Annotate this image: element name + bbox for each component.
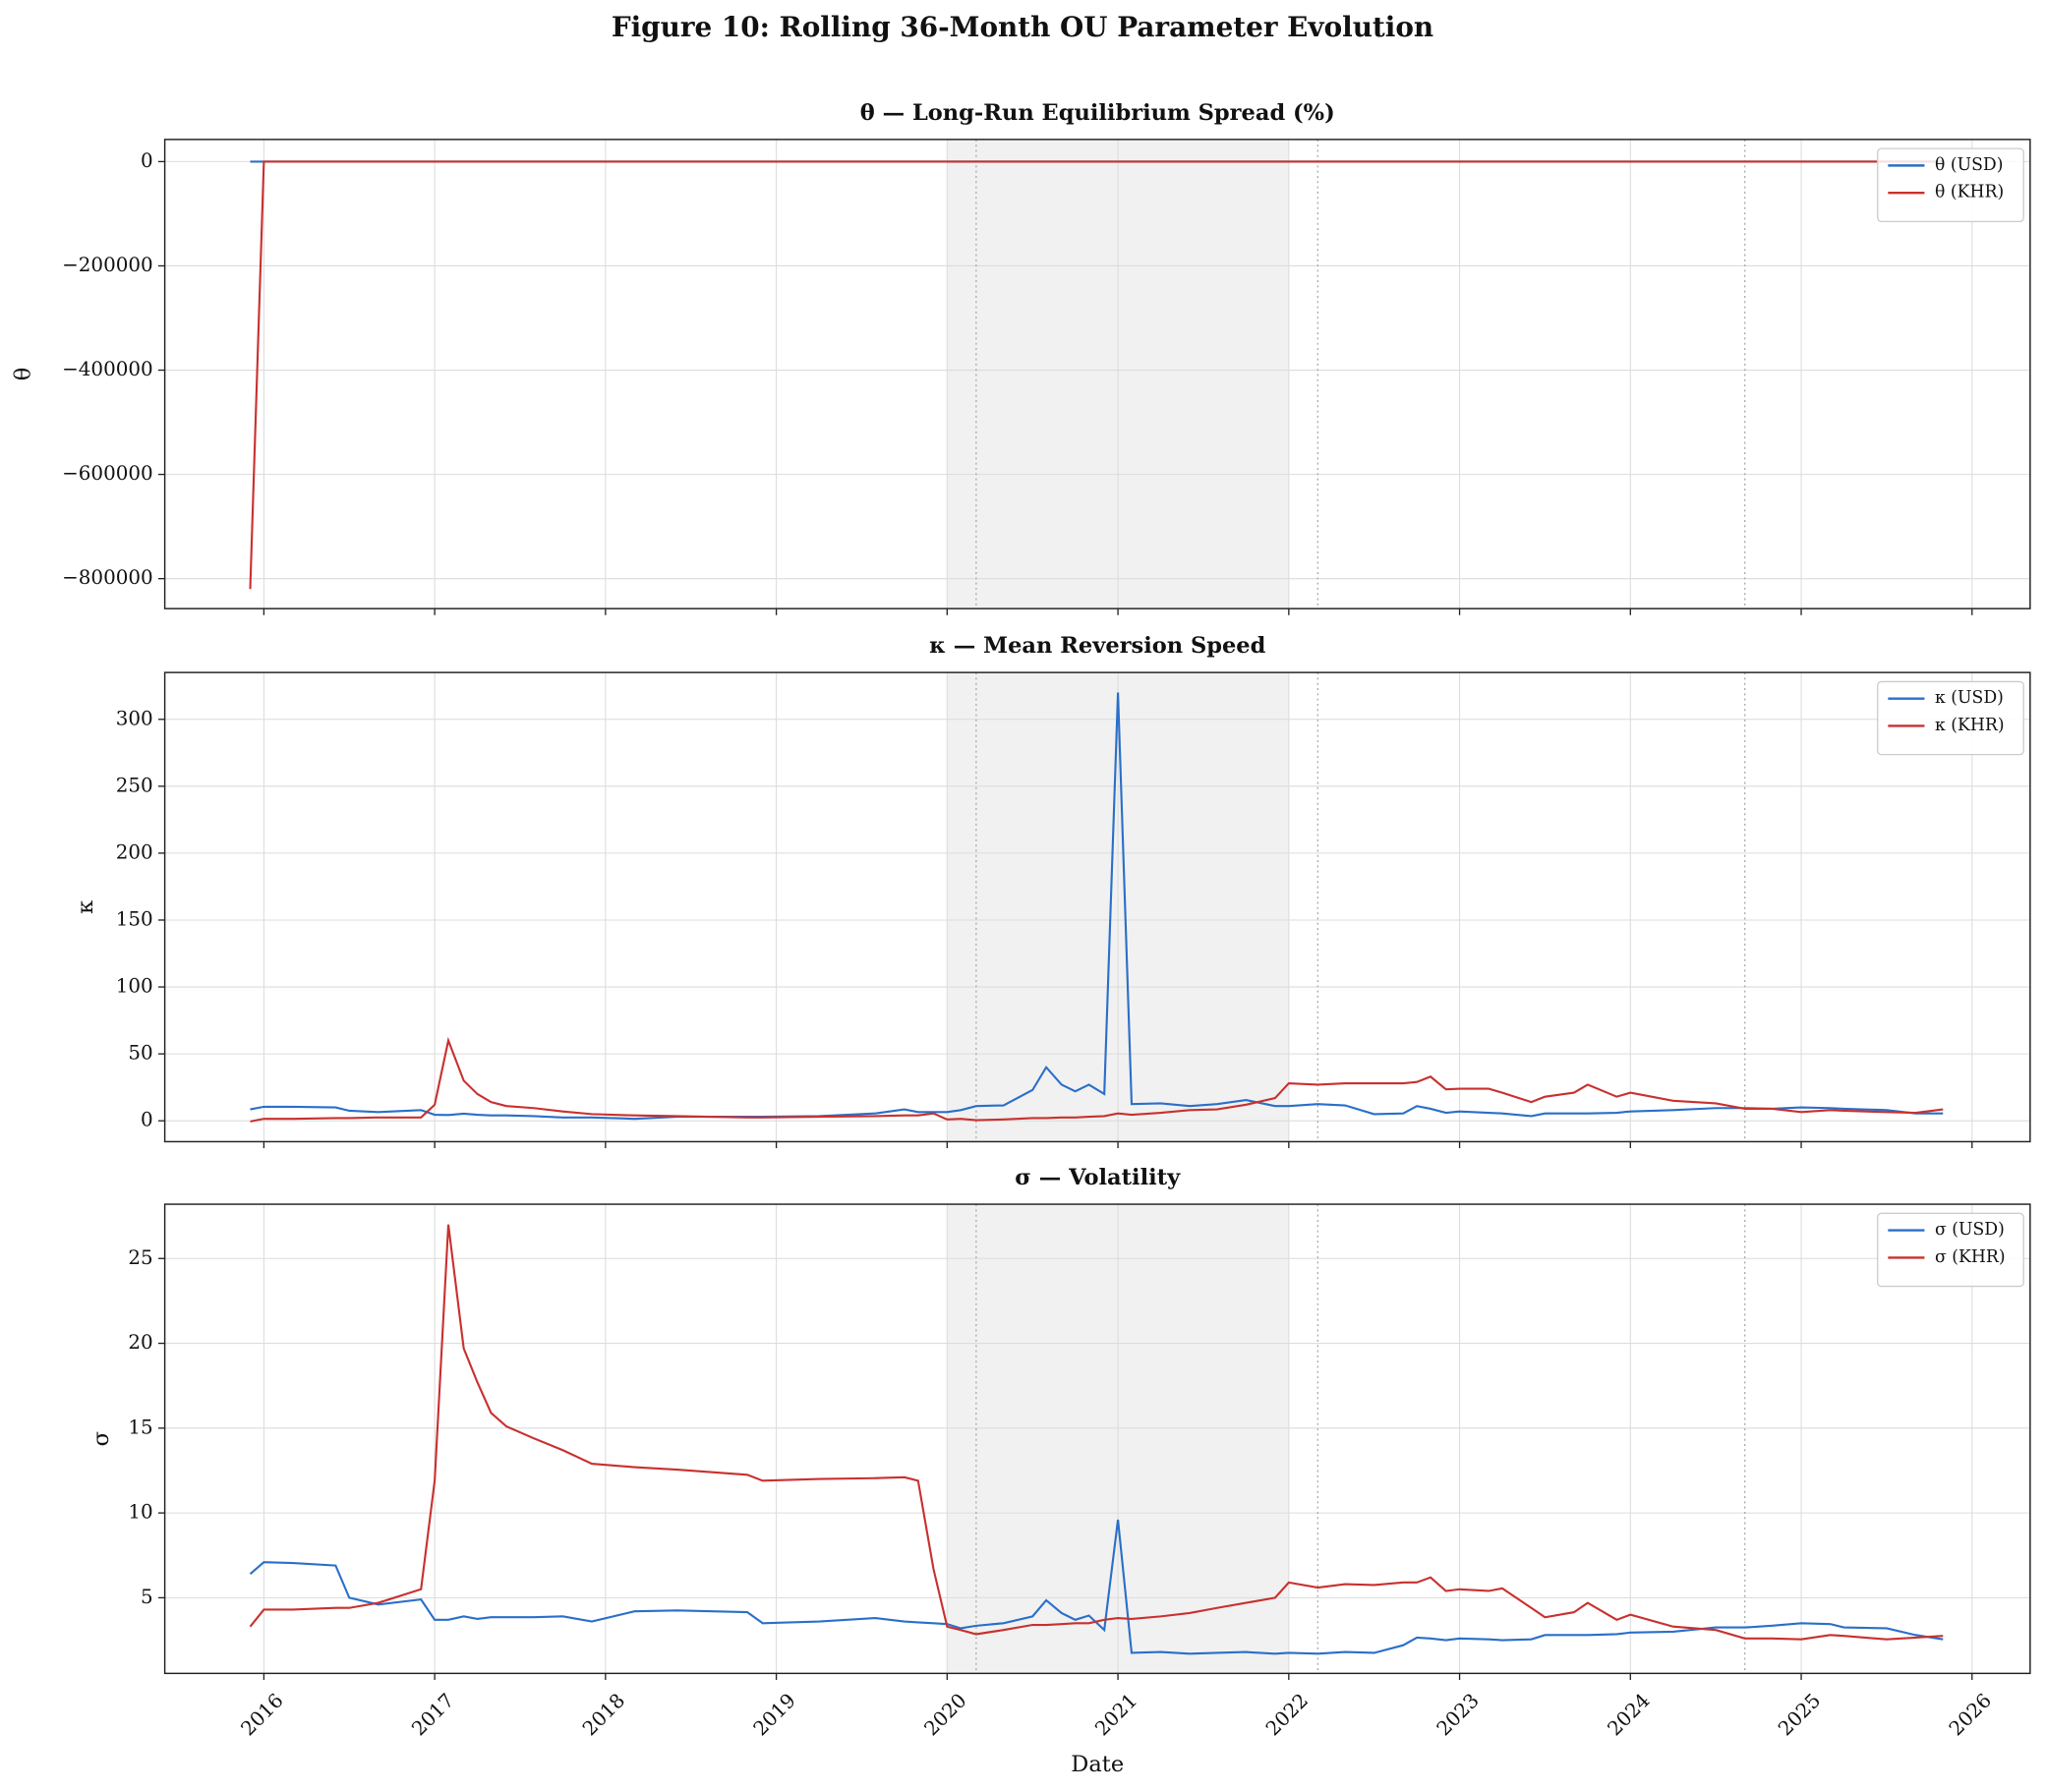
series-line <box>249 160 1944 590</box>
y-tick-label: 5 <box>141 1586 153 1608</box>
y-tick-label: 100 <box>116 975 153 998</box>
y-axis-label: κ <box>73 900 98 914</box>
y-tick-label: 20 <box>128 1331 152 1354</box>
y-axis-label: θ <box>10 368 35 381</box>
plot-frame <box>163 671 2031 1143</box>
plot-frame <box>163 139 2031 609</box>
y-tick-label: 250 <box>116 774 153 796</box>
y-tick-label: −600000 <box>62 462 153 485</box>
legend-label: θ (KHR) <box>1935 183 2004 202</box>
legend-label: σ (USD) <box>1935 1220 2005 1240</box>
y-tick-label: 25 <box>128 1246 152 1269</box>
panel-title: θ — Long-Run Equilibrium Spread (%) <box>860 100 1335 126</box>
x-axis-label: Date <box>1071 1752 1124 1777</box>
y-tick-label: 200 <box>116 840 153 863</box>
y-tick-label: 0 <box>141 1109 153 1131</box>
legend-label: σ (KHR) <box>1935 1247 2006 1267</box>
y-tick-label: 150 <box>116 907 153 930</box>
y-tick-label: −400000 <box>62 358 153 380</box>
panel-title: σ — Volatility <box>1015 1165 1181 1190</box>
figure-title: Figure 10: Rolling 36-Month OU Parameter… <box>612 11 1433 43</box>
series-line <box>250 692 1944 1121</box>
y-axis-label: σ <box>88 1431 114 1446</box>
y-tick-label: −200000 <box>62 254 153 276</box>
panel-title: κ — Mean Reversion Speed <box>929 633 1266 659</box>
legend-box <box>1877 1212 2024 1288</box>
legend-box <box>1877 147 2024 223</box>
y-tick-label: 0 <box>141 149 153 172</box>
y-tick-label: 50 <box>128 1042 152 1065</box>
y-tick-label: 15 <box>128 1416 152 1438</box>
y-tick-label: −800000 <box>62 566 153 589</box>
series-line <box>250 1036 1944 1123</box>
legend-label: κ (KHR) <box>1935 716 2005 735</box>
plot-frame <box>163 1203 2031 1675</box>
series-line <box>249 1224 1944 1641</box>
y-tick-label: 300 <box>116 707 153 729</box>
y-tick-label: 10 <box>128 1501 152 1524</box>
legend-box <box>1877 680 2024 756</box>
legend-label: κ (USD) <box>1935 688 2004 708</box>
series-line <box>249 1519 1944 1655</box>
legend-label: θ (USD) <box>1935 155 2003 175</box>
